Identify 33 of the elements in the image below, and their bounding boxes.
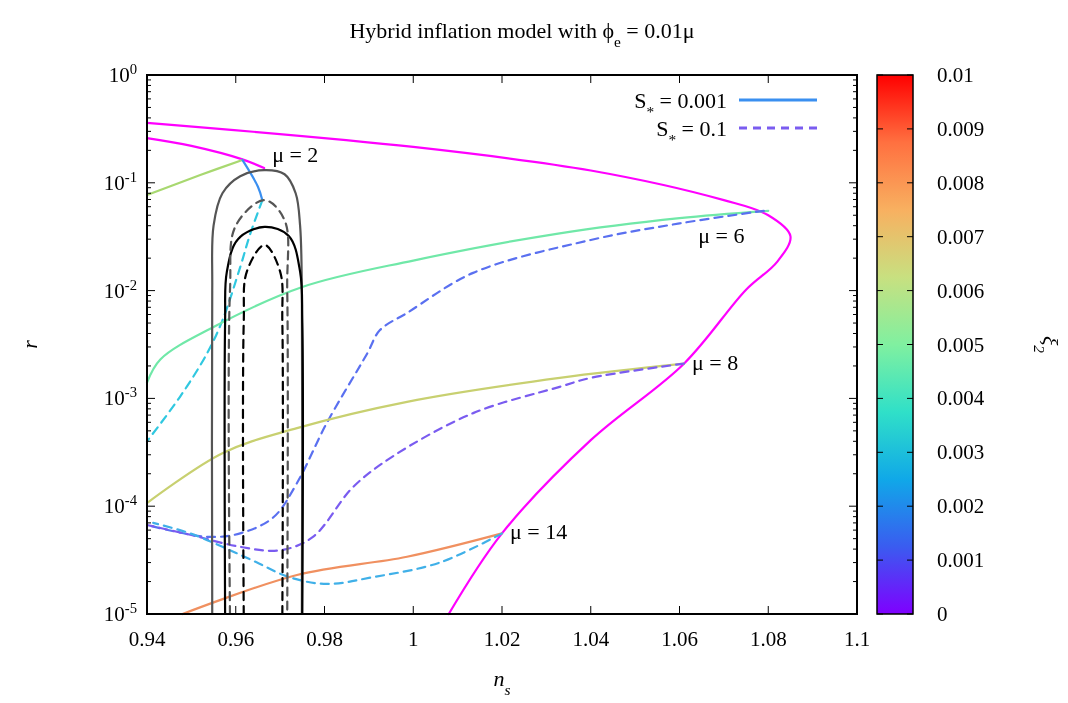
color-bar-label: 0.01 (937, 63, 974, 87)
x-tick-label: 1 (408, 627, 419, 651)
color-bar-label: 0.007 (937, 224, 985, 249)
color-bar-label: 0.002 (937, 494, 985, 519)
color-bar-label: 0.005 (937, 332, 985, 357)
annotation: μ = 14 (510, 519, 568, 545)
y-tick-label: 10$^{0}$ (108, 61, 137, 87)
y-tick-label: 10$^{-2}$ (103, 276, 137, 303)
x-tick-label: 1.1 (843, 627, 871, 651)
annotation: μ = 2 (272, 142, 319, 168)
x-tick-label: 1.08 (749, 627, 787, 651)
y-tick-label: 10$^{-3}$ (103, 384, 137, 411)
x-tick-label: 0.98 (306, 627, 343, 651)
annotation: μ = 6 (698, 222, 745, 248)
color-bar-label: 0.001 (937, 548, 985, 573)
x-tick-label: 0.94 (128, 627, 166, 651)
x-tick-label: 1.04 (572, 627, 610, 651)
x-tick-label: 0.96 (217, 627, 255, 651)
color-bar-label: 0.008 (937, 170, 985, 195)
chart-title: Hybrid inflation model with ϕ$_{e}$ = 0.01μ (349, 18, 695, 50)
y-axis-title: r (17, 339, 42, 349)
y-tick-label: 10$^{-4}$ (103, 492, 138, 519)
x-tick-label: 1.06 (661, 627, 698, 651)
annotation: μ = 8 (691, 349, 739, 375)
color-bar-label: 0.003 (937, 440, 985, 465)
y-tick-label: 10$^{-5}$ (103, 600, 137, 626)
color-bar-label: 0.006 (937, 278, 985, 303)
x-axis-title: n$_{s}$ (493, 666, 511, 698)
y-tick-label: 10$^{-1}$ (103, 168, 137, 195)
color-bar-label: 0.009 (937, 116, 985, 141)
color-bar-label: 0 (937, 602, 948, 626)
color-bar-label: 0.004 (937, 386, 985, 411)
x-tick-label: 1.02 (483, 627, 521, 651)
